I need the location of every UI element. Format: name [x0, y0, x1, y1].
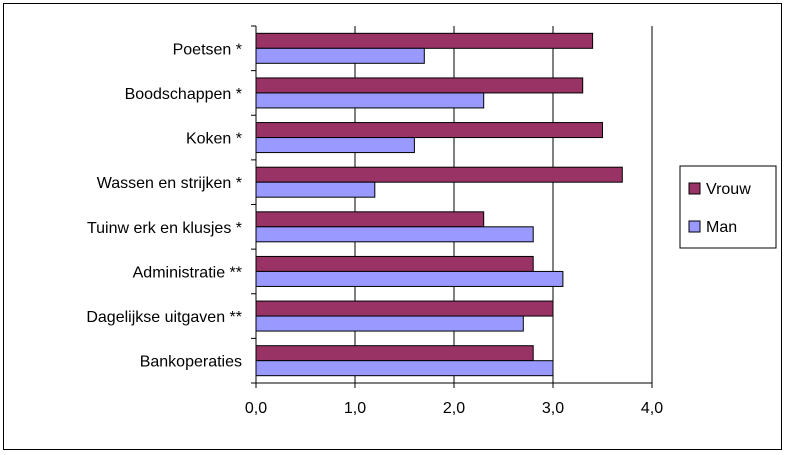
- bar-man: [255, 137, 415, 154]
- bar-chart: Poetsen * Boodschappen * Koken * Wassen en …: [86, 25, 777, 417]
- bar-vrouw: [255, 345, 534, 362]
- bar-vrouw: [255, 77, 584, 94]
- bar-man: [255, 315, 524, 332]
- legend-label: Man: [706, 219, 737, 236]
- bar-vrouw: [255, 300, 554, 317]
- category-label: Boodschappen *: [125, 86, 242, 103]
- bar-vrouw: [255, 166, 623, 183]
- category-label: Poetsen *: [173, 41, 242, 58]
- legend-label: Vrouw: [706, 181, 751, 198]
- bar-vrouw: [255, 255, 534, 272]
- bar-man: [255, 47, 425, 64]
- bar-man: [255, 360, 554, 377]
- category-labels: Poetsen * Boodschappen * Koken * Wassen en …: [86, 41, 242, 370]
- x-tick-label: 3,0: [542, 400, 564, 417]
- legend-swatch: [688, 182, 701, 195]
- bar-vrouw: [255, 32, 594, 49]
- category-label: Bankoperaties: [140, 354, 242, 371]
- bar-man: [255, 226, 534, 243]
- tick-labels: 0,0 1,0 2,0 3,0 4,0: [245, 400, 663, 417]
- legend-swatch: [688, 220, 701, 233]
- bar-man: [255, 181, 376, 198]
- legend-items: Vrouw Man: [688, 181, 751, 236]
- category-label: Administratie **: [133, 264, 242, 281]
- category-label: Koken *: [186, 131, 242, 148]
- x-tick-label: 1,0: [344, 400, 366, 417]
- category-label: Dagelijkse uitgaven **: [86, 309, 242, 326]
- bar-vrouw: [255, 211, 485, 228]
- legend: Vrouw Man: [679, 165, 777, 249]
- category-label: Wassen en strijken *: [97, 175, 242, 192]
- x-tick-label: 2,0: [443, 400, 465, 417]
- legend-box: [679, 165, 777, 249]
- x-tick-label: 0,0: [245, 400, 267, 417]
- bar-man: [255, 92, 485, 109]
- bars: [255, 32, 623, 377]
- chart-frame: Poetsen * Boodschappen * Koken * Wassen en …: [3, 3, 782, 450]
- bar-vrouw: [255, 122, 603, 139]
- category-label: Tuinw erk en klusjes *: [87, 220, 242, 237]
- x-tick-label: 4,0: [641, 400, 663, 417]
- axes: [251, 25, 653, 388]
- bar-man: [255, 270, 564, 287]
